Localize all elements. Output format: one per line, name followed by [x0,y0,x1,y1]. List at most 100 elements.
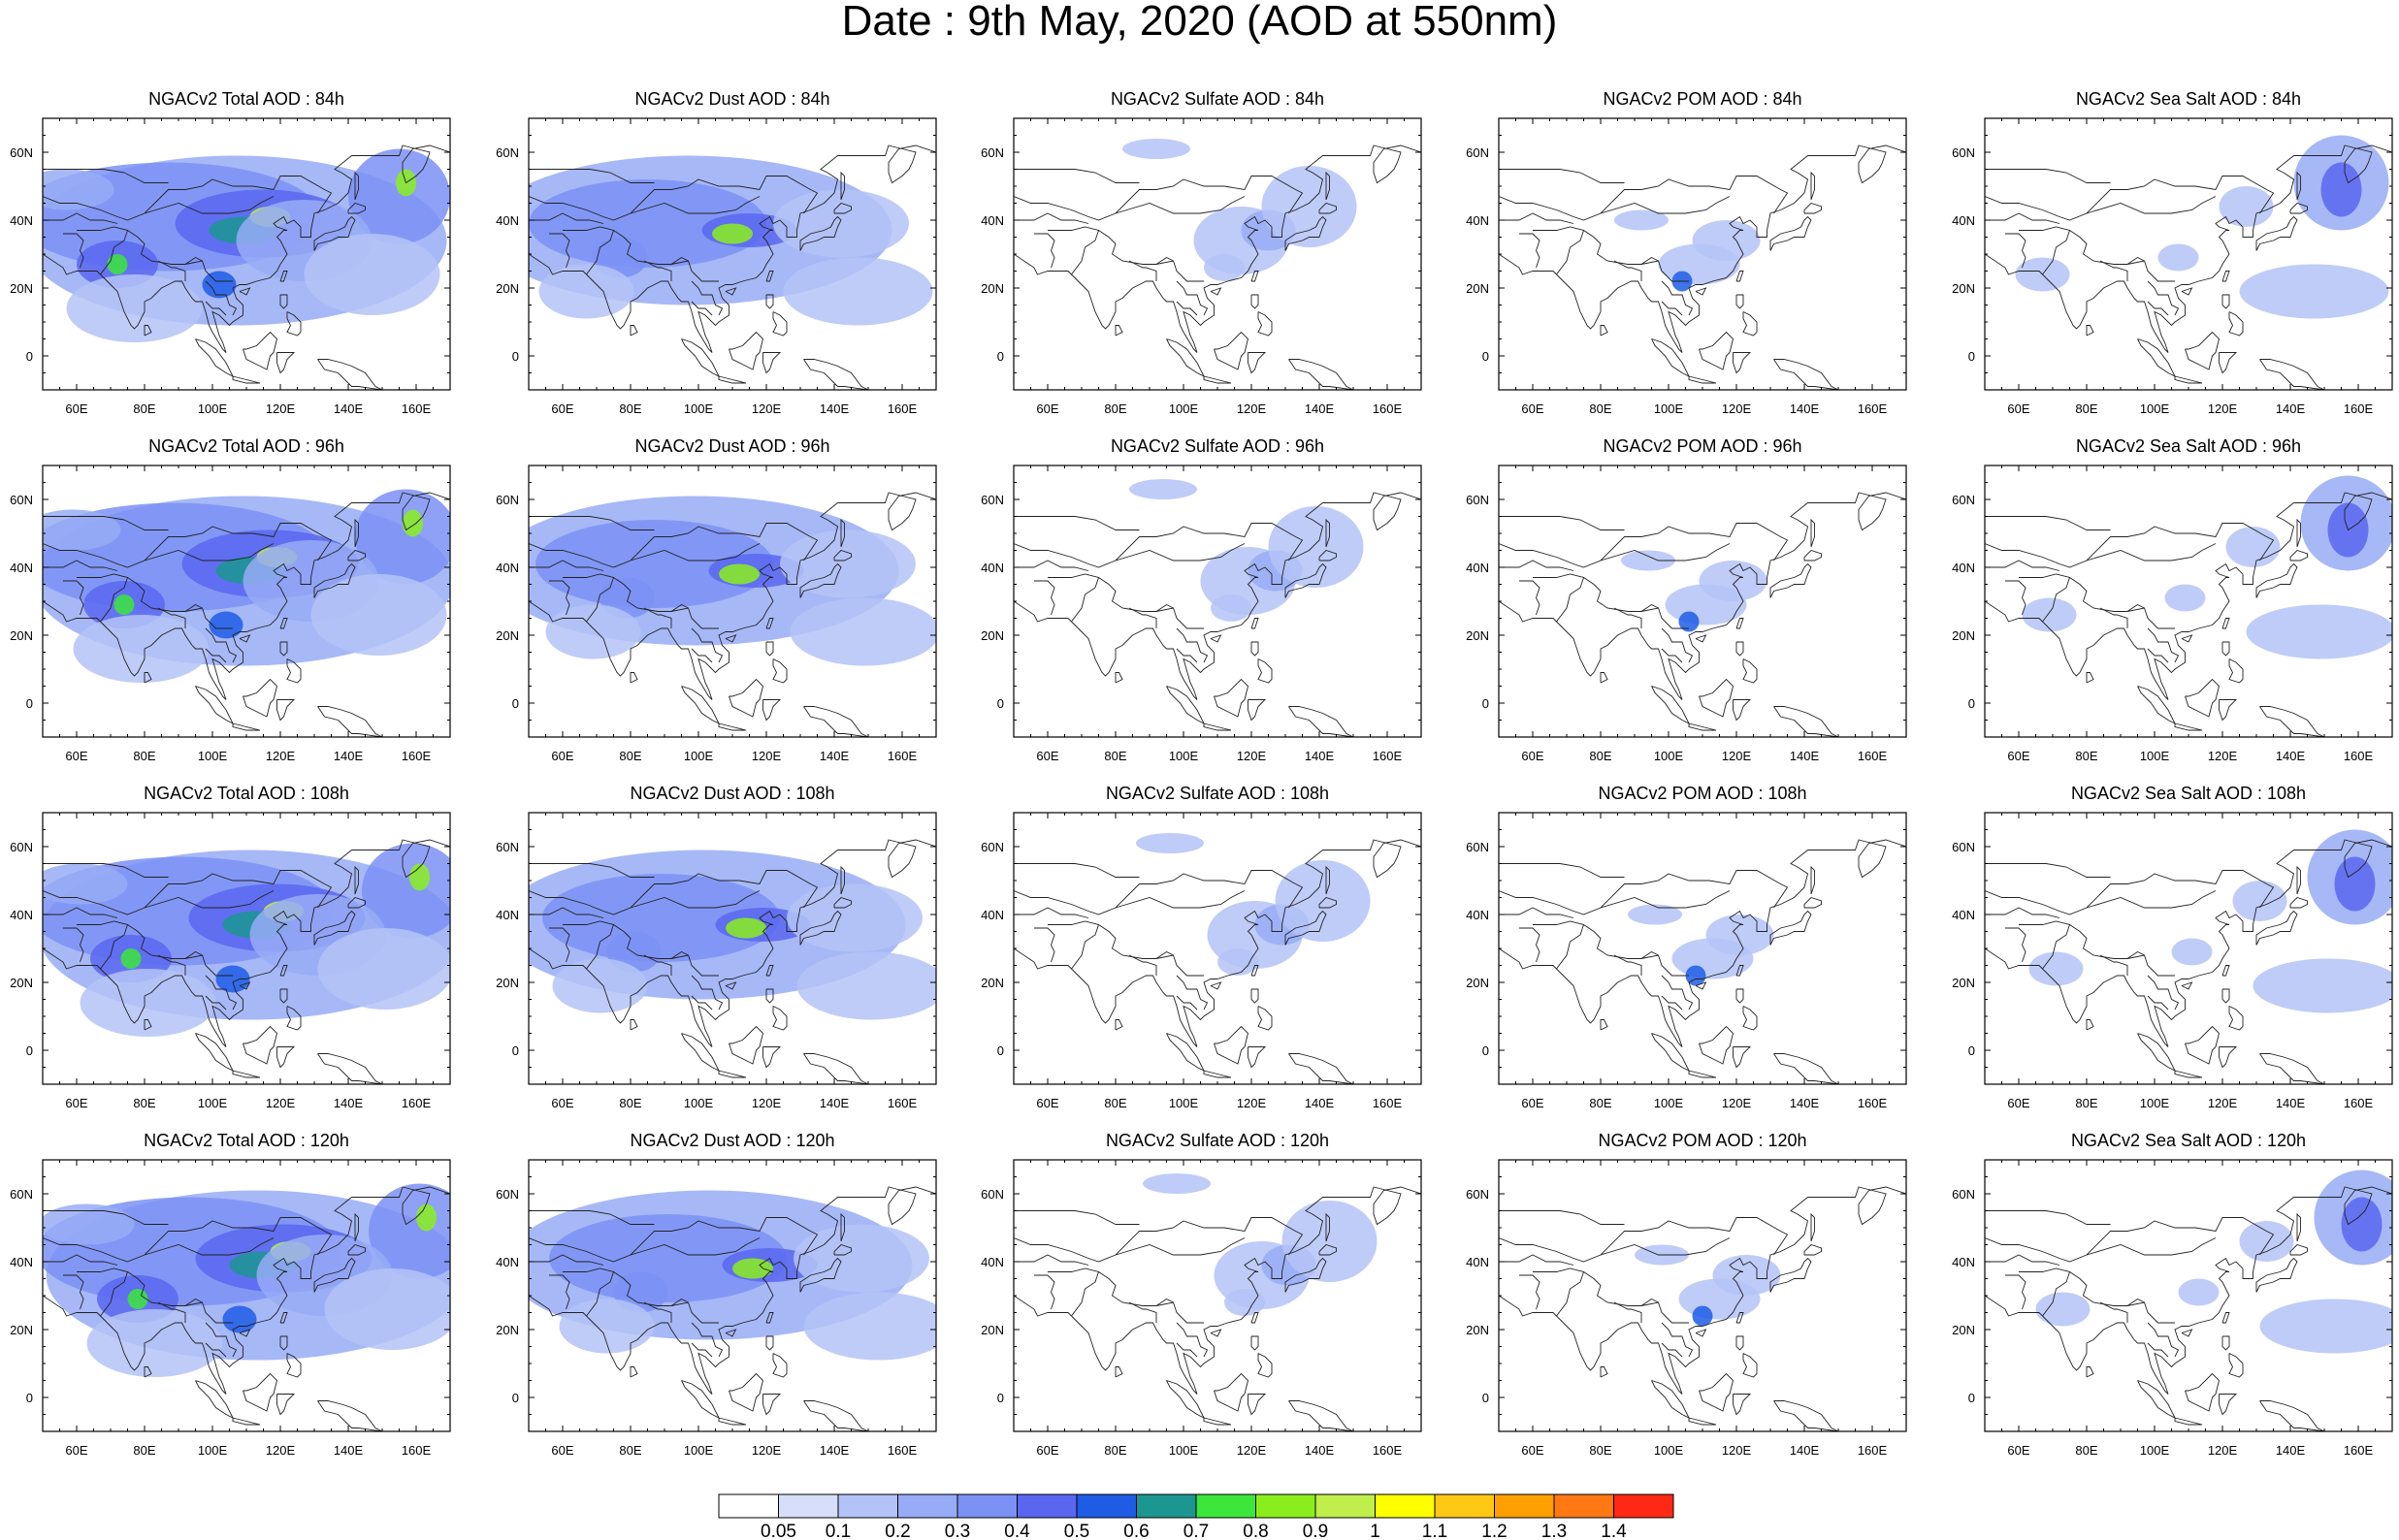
lat-tick-label: 20N [1952,976,1975,990]
lon-tick-label: 160E [1858,1443,1888,1458]
aod-field-patch [304,234,440,315]
panel-title: NGACv2 Sea Salt AOD : 108h [2070,784,2307,803]
lon-tick-label: 140E [2276,749,2306,763]
lat-tick-label: 0 [997,1043,1004,1058]
aod-field-patch [1129,479,1197,499]
lon-tick-label: 120E [752,1096,782,1110]
coastlines [1499,144,1906,390]
lon-tick-label: 140E [1305,749,1335,763]
aod-map-dust: 60E 80E 100E 120E 140E 160E 60N 40N 20N 0 [496,812,937,1110]
panel-title: NGACv2 Sulfate AOD : 96h [1110,436,1325,456]
lon-tick-label: 60E [65,401,87,416]
lat-tick-label: 60N [1952,840,1975,854]
colorbar-label: 0.3 [945,1522,970,1540]
lon-tick-label: 120E [2208,749,2238,763]
lon-tick-label: 80E [133,749,155,763]
colorbar-swatch [1434,1493,1495,1519]
lat-tick-label: 60N [981,493,1004,507]
lat-tick-label: 40N [496,561,519,575]
lat-tick-label: 0 [1482,696,1489,711]
aod-field [2028,829,2392,1013]
lat-tick-label: 20N [1466,976,1489,990]
lon-tick-label: 80E [2075,1096,2097,1110]
aod-field-patch [529,179,766,268]
lon-tick-label: 60E [65,1443,87,1458]
lon-tick-label: 80E [1589,401,1611,416]
lat-tick-label: 60N [10,1187,33,1202]
aod-field [1122,139,1357,281]
lon-tick-label: 100E [1169,1096,1199,1110]
aod-map-seasalt: 60E 80E 100E 120E 140E 160E 60N 40N 20N 0 [1952,465,2393,763]
colorbar-swatch [1553,1493,1614,1519]
panel-title: NGACv2 Total AOD : 120h [144,1131,349,1150]
lon-tick-label: 140E [1790,749,1820,763]
lon-tick-label: 80E [1104,1096,1126,1110]
lat-tick-label: 40N [1466,561,1489,575]
aod-map-pom: 60E 80E 100E 120E 140E 160E 60N 40N 20N 0 [1466,812,1907,1110]
aod-field-patch [2225,527,2281,567]
lon-tick-label: 160E [888,1096,918,1110]
lat-tick-label: 60N [1466,493,1489,507]
coastlines [1014,144,1421,390]
aod-field-patch [783,257,933,326]
lon-tick-label: 80E [619,1096,641,1110]
colorbar-label: 0.2 [885,1522,910,1540]
lat-tick-label: 60N [981,145,1004,160]
panel-title: NGACv2 Sea Salt AOD : 120h [2070,1131,2307,1150]
lon-tick-label: 120E [266,749,296,763]
lat-tick-label: 0 [997,349,1004,364]
lon-tick-label: 140E [2276,1443,2306,1458]
colorbar-swatch [956,1493,1018,1519]
lon-tick-label: 140E [334,749,364,763]
lat-tick-label: 60N [1952,493,1975,507]
lon-tick-label: 80E [2075,401,2097,416]
aod-field-patch [215,965,250,993]
lon-tick-label: 160E [888,749,918,763]
lon-tick-label: 100E [1169,1443,1199,1458]
aod-map-dust: 60E 80E 100E 120E 140E 160E 60N 40N 20N 0 [496,117,937,416]
aod-field-patch [542,874,780,962]
aod-field-patch [732,1258,773,1279]
lon-tick-label: 160E [1373,1443,1403,1458]
lat-tick-label: 20N [981,628,1004,643]
aod-map-total: 60E 80E 100E 120E 140E 160E 60N 40N 20N 0 [10,812,451,1110]
lon-tick-label: 120E [2208,1096,2238,1110]
panel-title: NGACv2 Sulfate AOD : 108h [1105,784,1330,803]
lon-tick-label: 100E [1169,401,1199,416]
panel-title: NGACv2 Total AOD : 108h [144,784,349,803]
lon-tick-label: 160E [2344,1096,2374,1110]
panel-title: NGACv2 Total AOD : 96h [148,436,344,456]
colorbar-swatch [1195,1493,1256,1519]
lon-tick-label: 120E [1237,401,1267,416]
aod-map-pom: 60E 80E 100E 120E 140E 160E 60N 40N 20N 0 [1466,1159,1907,1458]
lon-tick-label: 80E [619,749,641,763]
lon-tick-label: 120E [1722,1096,1752,1110]
aod-map-sulfate: 60E 80E 100E 120E 140E 160E 60N 40N 20N 0 [981,465,1422,763]
lon-tick-label: 160E [888,401,918,416]
figure-title: Date : 9th May, 2020 (AOD at 550nm) [841,0,1558,45]
lat-tick-label: 60N [1466,840,1489,854]
lon-tick-label: 120E [266,401,296,416]
colorbar-swatch [1017,1493,1078,1519]
lat-tick-label: 20N [10,281,33,296]
lon-tick-label: 120E [752,401,782,416]
coastlines [1499,1186,1906,1431]
lat-tick-label: 20N [1952,281,1975,296]
lon-tick-label: 80E [2075,749,2097,763]
lon-tick-label: 80E [133,1443,155,1458]
aod-field-patch [1614,209,1669,231]
aod-field [43,148,450,342]
lat-tick-label: 20N [981,1323,1004,1337]
lon-tick-label: 160E [402,1096,432,1110]
lon-tick-label: 80E [133,401,155,416]
colorbar-label: 0.7 [1183,1522,1209,1540]
lat-tick-label: 40N [981,213,1004,228]
lon-tick-label: 120E [1722,401,1752,416]
aod-field-patch [1621,550,1675,571]
lat-tick-label: 20N [1952,628,1975,643]
panel-title: NGACv2 Sea Salt AOD : 96h [2075,436,2302,456]
lat-tick-label: 60N [10,145,33,160]
lon-tick-label: 160E [2344,749,2374,763]
lat-tick-label: 0 [1968,696,1975,711]
coastlines [1985,144,2392,390]
